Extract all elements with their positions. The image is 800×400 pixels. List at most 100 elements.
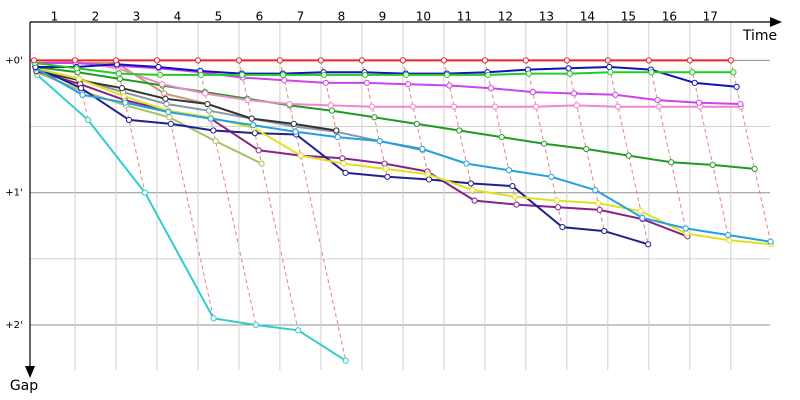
point (161, 90, 168, 97)
point (167, 120, 174, 127)
point (522, 57, 529, 64)
point (202, 90, 209, 97)
point (212, 137, 219, 145)
point (198, 71, 205, 79)
point (751, 165, 758, 172)
lap-line (115, 60, 146, 193)
point (463, 160, 470, 167)
x-tick-label: 9 (379, 10, 387, 24)
point (252, 321, 260, 329)
y-tick-label: +1' (5, 188, 23, 199)
point (255, 147, 262, 154)
point (709, 161, 716, 169)
point (596, 206, 603, 213)
point (159, 81, 166, 88)
point (204, 100, 211, 108)
x-tick-label: 6 (256, 10, 264, 24)
point (120, 92, 127, 100)
point (194, 57, 202, 64)
point (481, 57, 488, 64)
point (469, 186, 476, 194)
point (565, 65, 572, 72)
point (402, 71, 410, 79)
point (440, 57, 447, 64)
point (509, 182, 516, 190)
point (84, 116, 92, 124)
point (235, 57, 243, 64)
x-tick-label: 3 (133, 10, 141, 24)
point (595, 200, 602, 207)
lap-line (689, 60, 730, 241)
point (334, 134, 341, 141)
point (683, 230, 690, 237)
point (513, 201, 520, 208)
point (248, 115, 255, 122)
point (155, 63, 162, 71)
point (691, 79, 698, 86)
point (625, 152, 632, 159)
point (592, 186, 599, 194)
point (583, 145, 590, 153)
point (767, 238, 774, 245)
point (601, 227, 608, 235)
point (297, 152, 304, 159)
series-line (35, 67, 772, 246)
x-tick-label: 1 (51, 10, 59, 24)
point (563, 57, 570, 64)
point (399, 57, 407, 64)
point (648, 69, 655, 76)
point (368, 103, 376, 110)
y-tick-label: +2' (5, 320, 23, 331)
point (381, 160, 388, 167)
point (280, 71, 287, 79)
point (405, 81, 412, 88)
x-tick-label: 5 (215, 10, 223, 24)
point (571, 90, 578, 97)
point (409, 103, 417, 110)
point (541, 140, 548, 147)
x-tick-label: 2 (92, 10, 100, 24)
x-tick-label: 8 (338, 10, 346, 24)
point (141, 189, 149, 196)
lap-line (279, 60, 347, 361)
point (419, 145, 426, 153)
point (363, 79, 370, 86)
point (71, 57, 79, 64)
point (165, 108, 172, 116)
x-tick-label: 10 (416, 10, 431, 24)
point (342, 357, 349, 364)
lap-line (320, 60, 347, 173)
point (340, 160, 347, 167)
point (276, 57, 284, 64)
point (116, 75, 124, 82)
point (30, 57, 38, 64)
x-tick-label: 17 (703, 10, 718, 24)
point (322, 79, 329, 86)
point (281, 77, 288, 84)
point (118, 85, 126, 92)
point (382, 165, 389, 172)
point (384, 173, 391, 180)
point (205, 107, 213, 114)
series-line (35, 67, 771, 243)
lap-line (648, 60, 688, 237)
lap-line (566, 60, 605, 232)
series-line (35, 66, 755, 170)
point (251, 130, 258, 137)
point (339, 155, 346, 162)
x-tick-label: 16 (662, 10, 677, 24)
point (612, 91, 619, 98)
point (413, 120, 420, 127)
point (637, 208, 645, 215)
point (317, 57, 325, 64)
point (239, 71, 246, 79)
point (686, 57, 693, 64)
y-tick-label: +0' (5, 55, 23, 66)
point (696, 99, 703, 106)
point (258, 160, 265, 167)
point (292, 128, 299, 135)
point (328, 107, 336, 114)
y-axis-arrow (25, 366, 35, 378)
lap-line (730, 60, 772, 245)
